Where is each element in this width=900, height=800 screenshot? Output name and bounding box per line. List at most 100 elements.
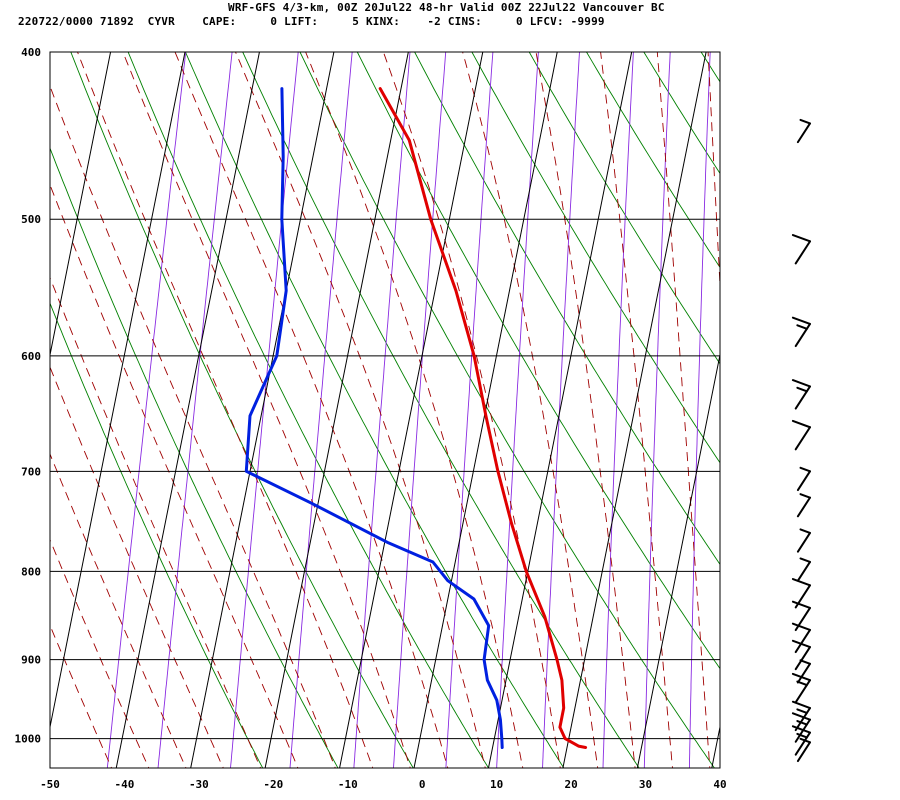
- moist-adiabat-line: [122, 52, 411, 768]
- wind-barb: [796, 118, 811, 144]
- plot-frame: [49, 51, 721, 769]
- moist-adiabat-line: [77, 52, 374, 768]
- isotherm-line: [487, 52, 633, 768]
- wind-barb: [796, 466, 811, 492]
- chart-title: WRF-GFS 4/3-km, 00Z 20Jul22 48-hr Valid …: [228, 1, 665, 14]
- dry-adiabat-line: [586, 52, 720, 269]
- moist-adiabat-line: [50, 624, 113, 768]
- mixing-ratio-line: [602, 52, 634, 768]
- isotherm-line: [636, 352, 720, 768]
- dry-adiabat-line: [242, 52, 640, 768]
- dry-adiabats: [50, 52, 900, 768]
- wind-barb: [791, 379, 811, 410]
- mixing-ratio-line: [688, 52, 711, 768]
- dry-adiabat-line: [528, 52, 720, 365]
- profile-series: [244, 87, 588, 749]
- wind-barb: [791, 419, 811, 451]
- dry-adiabat-line: [816, 52, 900, 768]
- mixing-ratio-lines: [106, 52, 711, 768]
- y-tick-labels: 400 500 600 700 800 900 1000: [15, 46, 42, 746]
- mixing-ratio-line: [542, 52, 580, 768]
- x-tick-label: -10: [338, 778, 358, 791]
- wind-barbs: [791, 118, 811, 763]
- moist-adiabat-line: [656, 52, 711, 768]
- dry-adiabat-line: [873, 52, 900, 768]
- y-tick-label: 800: [21, 565, 41, 578]
- isotherm-line: [339, 52, 484, 768]
- dry-adiabat-line: [184, 52, 565, 768]
- x-tick-label: 30: [639, 778, 652, 791]
- dry-adiabat-line: [70, 52, 414, 768]
- moist-adiabat-line: [50, 183, 299, 768]
- moist-adiabat-line: [50, 452, 187, 768]
- x-tick-label: -20: [263, 778, 283, 791]
- x-tick-label: -50: [40, 778, 60, 791]
- stability-indices: 220722/0000 71892 CYVR CAPE: 0 LIFT: 5 K…: [18, 15, 605, 28]
- wind-barb: [791, 622, 811, 654]
- x-tick-label: -30: [189, 778, 209, 791]
- mixing-ratio-line: [157, 52, 233, 768]
- dry-adiabat-line: [299, 52, 715, 768]
- x-tick-labels: -50 -40 -30 -20 -10 0 10 20 30 40: [40, 778, 727, 791]
- dry-adiabat-line: [356, 52, 720, 670]
- wind-barb: [796, 493, 811, 518]
- wind-barb: [791, 725, 811, 756]
- wind-barb: [791, 600, 811, 632]
- x-tick-label: 10: [490, 778, 503, 791]
- isotherm-line: [115, 52, 260, 768]
- dry-adiabat-line: [643, 52, 720, 175]
- isotherm-line: [190, 52, 335, 768]
- moist-adiabat-line: [535, 52, 636, 768]
- mixing-ratio-line: [496, 52, 539, 768]
- mixing-ratio-line: [445, 52, 494, 768]
- x-tick-label: 0: [419, 778, 426, 791]
- moist-adiabat-line: [600, 52, 673, 768]
- wind-barb: [796, 557, 811, 582]
- moist-adiabat-line: [305, 52, 524, 768]
- dry-adiabat-line: [50, 302, 264, 768]
- mixing-ratio-line: [353, 52, 411, 768]
- x-tick-label: -40: [115, 778, 135, 791]
- isotherm-line: [50, 52, 112, 358]
- moist-adiabat-line: [50, 365, 224, 768]
- y-tick-label: 500: [21, 213, 41, 226]
- moist-adiabats: [50, 52, 720, 768]
- y-tick-label: 1000: [15, 733, 42, 746]
- mixing-ratio-line: [230, 52, 299, 768]
- wind-barb: [791, 639, 811, 671]
- temperature-profile-line: [378, 87, 588, 749]
- mixing-ratio-line: [289, 52, 353, 768]
- isotherm-line: [711, 724, 720, 768]
- dewpoint-profile-line: [244, 87, 504, 749]
- moist-adiabat-line: [50, 276, 262, 768]
- isotherms: [50, 52, 720, 768]
- dry-adiabat-line: [471, 52, 720, 464]
- dry-adiabat-line: [50, 147, 339, 768]
- moist-adiabat-line: [382, 52, 561, 768]
- moist-adiabat-line: [235, 52, 486, 768]
- moist-adiabat-line: [50, 85, 336, 768]
- dry-adiabat-line: [414, 52, 720, 566]
- y-tick-label: 700: [21, 465, 41, 478]
- wind-barb: [791, 316, 811, 348]
- wind-barb: [791, 234, 811, 265]
- isotherm-line: [50, 52, 186, 730]
- y-tick-label: 600: [21, 350, 41, 363]
- mixing-ratio-line: [106, 52, 187, 768]
- x-tick-label: 20: [564, 778, 577, 791]
- dry-adiabat-line: [127, 52, 489, 768]
- wind-barb: [791, 578, 811, 609]
- moist-adiabat-line: [174, 52, 449, 768]
- wind-barb: [796, 528, 811, 553]
- moist-adiabat-line: [462, 52, 599, 768]
- y-tick-label: 400: [21, 46, 41, 59]
- x-tick-label: 40: [713, 778, 726, 791]
- wind-barb: [791, 712, 811, 743]
- isotherm-line: [264, 52, 409, 768]
- mixing-ratio-line: [393, 52, 447, 768]
- dry-adiabat-line: [758, 52, 900, 768]
- y-tick-label: 900: [21, 654, 41, 667]
- mixing-ratio-line: [643, 52, 671, 768]
- isobars: [50, 51, 720, 740]
